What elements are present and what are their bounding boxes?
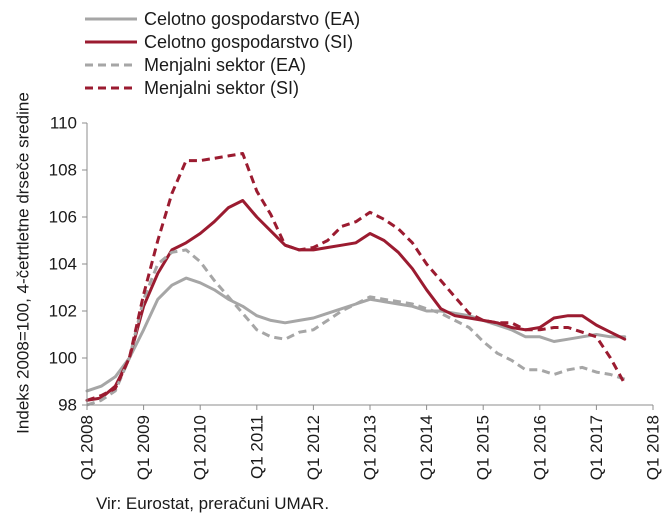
x-tick-label: Q1 2014 [417, 415, 436, 480]
x-tick-label: Q1 2016 [530, 415, 549, 480]
series-line-3 [86, 248, 626, 407]
legend-label-4: Menjalni sektor (SI) [144, 78, 299, 98]
axes [86, 123, 653, 406]
x-tick-label: Q1 2008 [78, 415, 97, 480]
x-tick-label: Q1 2015 [474, 415, 493, 480]
y-tick-label: 106 [49, 208, 77, 227]
x-tick-label: Q1 2010 [191, 415, 210, 480]
series-line-4 [86, 152, 627, 402]
source-note: Vir: Eurostat, preračuni UMAR. [96, 494, 329, 513]
series-line-1 [85, 276, 627, 393]
legend-label-3: Menjalni sektor (EA) [144, 55, 306, 75]
x-axis-tick-labels: Q1 2008 Q1 2009 Q1 2010 Q1 2011 Q1 2012 Q1 20… [78, 405, 663, 480]
y-tick-label: 104 [49, 255, 77, 274]
y-axis-tick-labels: 98 100 102 104 106 108 110 [49, 114, 87, 415]
y-tick-label: 98 [58, 396, 77, 415]
series-line-2 [85, 199, 627, 402]
y-tick-label: 100 [49, 349, 77, 368]
x-tick-label: Q1 2013 [361, 415, 380, 480]
y-tick-label: 102 [49, 302, 77, 321]
legend-label-2: Celotno gospodarstvo (SI) [144, 32, 353, 52]
legend: Celotno gospodarstvo (EA) Celotno gospoda… [85, 9, 360, 98]
x-tick-label: Q1 2012 [304, 415, 323, 480]
x-tick-label: Q1 2009 [134, 415, 153, 480]
series-lines [85, 152, 627, 407]
x-tick-label: Q1 2017 [587, 415, 606, 480]
y-axis-title: Indeks 2008=100, 4-četrtletne drseče sre… [14, 92, 33, 434]
x-tick-label: Q1 2011 [247, 415, 266, 479]
x-tick-label: Q1 2018 [644, 415, 663, 480]
y-tick-label: 108 [49, 161, 77, 180]
legend-label-1: Celotno gospodarstvo (EA) [144, 9, 360, 29]
y-tick-label: 110 [50, 114, 77, 133]
